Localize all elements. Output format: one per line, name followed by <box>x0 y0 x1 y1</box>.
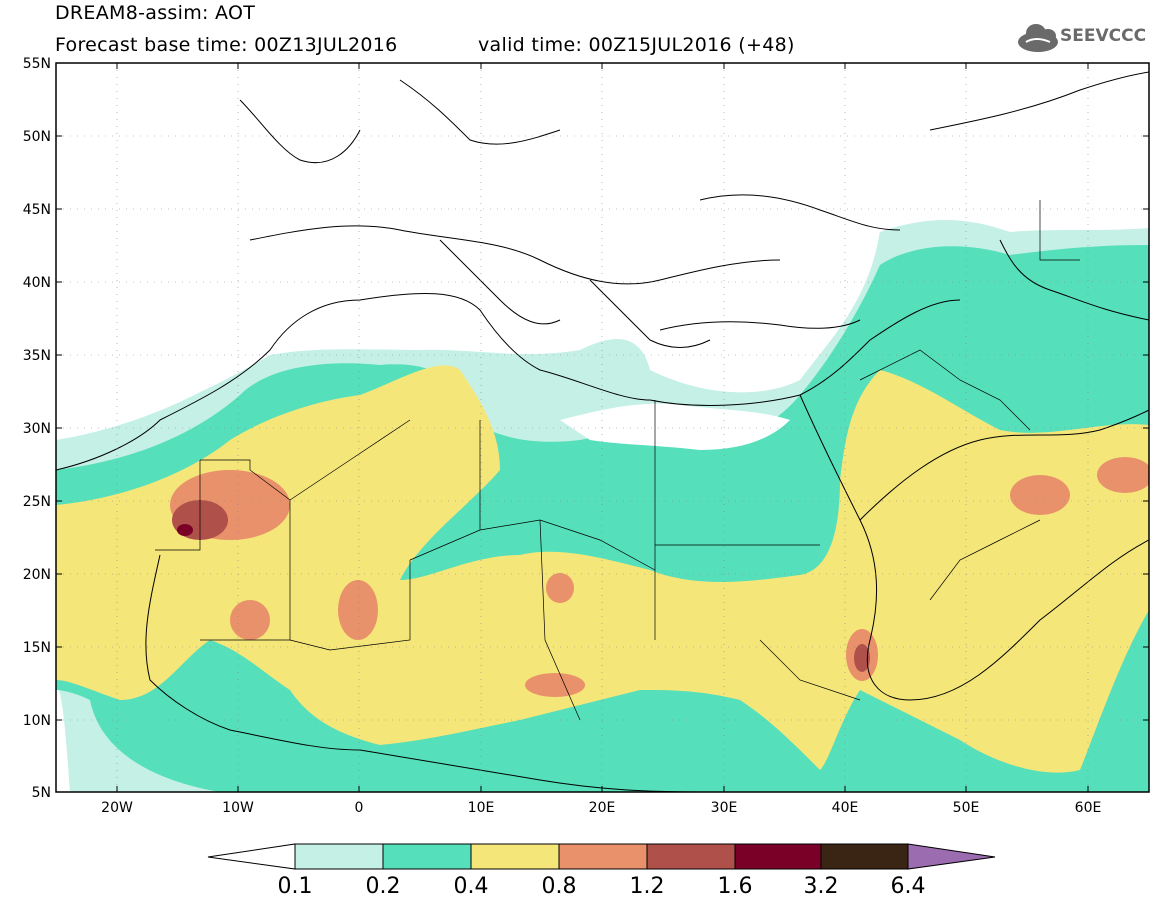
legend-swatch <box>558 843 648 870</box>
lat-label: 20N <box>23 567 51 583</box>
legend-swatch-above <box>907 843 996 870</box>
aot-level-4-chad-s <box>525 673 585 697</box>
aot-level-4-niger <box>338 580 378 640</box>
aot-level-3 <box>56 365 1149 773</box>
legend-swatch <box>820 843 909 870</box>
legend-label: 0.4 <box>454 874 489 899</box>
lon-label: 20W <box>101 800 133 816</box>
legend-swatch-below <box>207 843 296 870</box>
lat-label: 40N <box>23 275 51 291</box>
legend-swatch <box>294 843 384 870</box>
aot-clear-north <box>56 63 1149 435</box>
lon-label: 60E <box>1075 800 1102 816</box>
legend-swatch <box>470 843 560 870</box>
lon-label: 0 <box>355 800 364 816</box>
lat-label: 10N <box>23 713 51 729</box>
lon-label: 20E <box>589 800 616 816</box>
lat-label: 30N <box>23 421 51 437</box>
lat-label: 15N <box>23 640 51 656</box>
aot-level-5-eritrea <box>854 644 870 672</box>
color-legend <box>207 843 996 870</box>
aot-level-6-w-sahara <box>177 524 193 536</box>
lon-label: 40E <box>832 800 859 816</box>
aot-field <box>56 63 1149 792</box>
cloud-logo-icon <box>1018 24 1058 52</box>
axis-ticks <box>56 62 1149 793</box>
seevccc-logo-text: SEEVCCC <box>1060 26 1147 46</box>
aot-level-4-gulf <box>1010 475 1070 515</box>
aot-level-4-iran <box>1097 457 1149 493</box>
lat-label: 50N <box>23 129 51 145</box>
lon-label: 10E <box>468 800 495 816</box>
legend-swatch <box>734 843 822 870</box>
legend-label: 1.6 <box>718 874 753 899</box>
legend-label: 0.1 <box>278 874 313 899</box>
lon-label: 10W <box>222 800 254 816</box>
lat-label: 45N <box>23 202 51 218</box>
aot-level-4-mali <box>230 600 270 640</box>
legend-swatch <box>646 843 736 870</box>
legend-labels: 0.1 0.2 0.4 0.8 1.2 1.6 3.2 6.4 <box>278 874 926 899</box>
lat-label: 35N <box>23 348 51 364</box>
lon-label: 50E <box>953 800 980 816</box>
borders <box>155 200 1080 721</box>
map-title: DREAM8-assim: AOT <box>55 2 256 24</box>
gridlines <box>56 63 1149 792</box>
lat-label: 25N <box>23 494 51 510</box>
legend-label: 0.2 <box>366 874 401 899</box>
lat-label: 5N <box>32 785 51 801</box>
aot-clear-east-med <box>560 403 790 450</box>
legend-label: 6.4 <box>891 874 926 899</box>
longitude-labels: 20W 10W 0 10E 20E 30E 40E 50E 60E <box>101 800 1101 816</box>
lon-label: 30E <box>711 800 738 816</box>
valid-time: valid time: 00Z15JUL2016 (+48) <box>478 34 795 56</box>
legend-label: 0.8 <box>542 874 577 899</box>
legend-label: 1.2 <box>630 874 665 899</box>
aot-level-4-chad-n <box>546 573 574 603</box>
coastlines <box>56 71 1149 792</box>
lat-label: 55N <box>23 56 51 72</box>
legend-label: 3.2 <box>804 874 839 899</box>
forecast-base-time: Forecast base time: 00Z13JUL2016 <box>55 34 398 56</box>
latitude-labels: 55N 50N 45N 40N 35N 30N 25N 20N 15N 10N … <box>23 56 51 801</box>
legend-swatch <box>382 843 472 870</box>
